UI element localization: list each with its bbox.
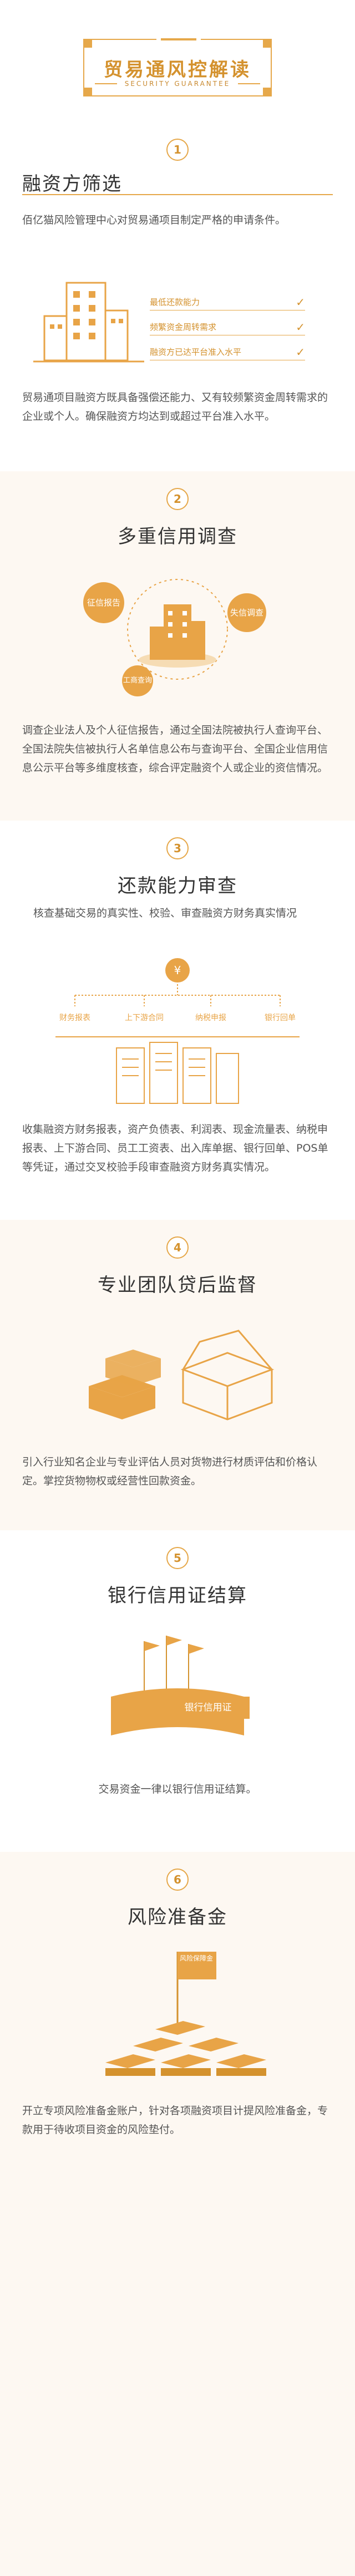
corner-decoration	[83, 39, 92, 48]
check-item: 频繁资金周转需求 ✓	[150, 319, 305, 335]
section-risk-reserve: 6 风险准备金 风险保障金 开立专项风险准备金账户，针对各项融资项目计提风险准备…	[0, 1852, 355, 2576]
section-title: 还款能力审查	[118, 875, 237, 897]
risk-reserve-flag-label: 风险保障金	[179, 1954, 213, 1962]
bank-lc-banner: 银行信用证	[166, 1697, 250, 1719]
divider	[238, 83, 261, 84]
svg-text:¥: ¥	[174, 964, 181, 977]
section-title: 银行信用证结算	[108, 1585, 247, 1607]
section-intro: 佰亿猫风险管理中心对贸易通项目制定严格的申请条件。	[22, 214, 286, 226]
section-intro: 核查基础交易的真实性、校验、审查融资方财务真实情况	[33, 907, 297, 919]
flow-label: 纳税申报	[195, 1014, 226, 1022]
checkmark-icon: ✓	[296, 345, 305, 359]
flow-label: 上下游合同	[125, 1014, 164, 1022]
document-stack-icon	[116, 1042, 239, 1104]
step-number: 5	[166, 1547, 189, 1569]
checkmark-icon: ✓	[296, 320, 305, 334]
section-body: 开立专项风险准备金账户，针对各项融资项目计提风险准备金，专款用于待收项目资金的风…	[22, 2105, 328, 2136]
section-title: 风险准备金	[128, 1906, 227, 1928]
section-body: 收集融资方财务报表，资产负债表、利润表、现金流量表、纳税申报表、上下游合同、员工…	[22, 1123, 328, 1173]
page-title: 贸易通风控解读	[104, 59, 251, 81]
divider	[94, 83, 117, 84]
corner-decoration	[263, 39, 272, 48]
section-title: 专业团队贷后监督	[98, 1274, 257, 1296]
check-item: 最低还款能力 ✓	[150, 294, 305, 310]
business-registry-bubble: 工商查询	[122, 665, 153, 696]
section-credit-check: 2 多重信用调查 征信报告 失信调查 工商查询 调查企业法人及个人征信报告，通过…	[0, 471, 355, 821]
section-post-loan-supervision: 4 专业团队贷后监督 引入行业知名企业与专业评估人员对货物进行材质评估和价格认定…	[0, 1220, 355, 1530]
step-number: 2	[166, 488, 189, 510]
subtitle-row: SECURITY GUARANTEE	[84, 80, 271, 88]
check-item: 融资方已达平台准入水平 ✓	[150, 344, 305, 360]
section-screening: 1 融资方筛选 佰亿猫风险管理中心对贸易通项目制定严格的申请条件。 最低还款能力	[0, 128, 355, 471]
page-subtitle: SECURITY GUARANTEE	[124, 80, 231, 88]
section-title-underline	[22, 194, 333, 195]
step-number: 4	[166, 1236, 189, 1259]
flow-label: 财务报表	[59, 1014, 90, 1022]
step-number: 6	[166, 1869, 189, 1891]
section-body: 调查企业法人及个人征信报告，通过全国法院被执行人查询平台、全国法院失信被执行人名…	[22, 724, 328, 774]
step-number: 3	[166, 837, 189, 859]
check-item-label: 频繁资金周转需求	[150, 322, 217, 332]
flow-label: 银行回单	[265, 1014, 296, 1022]
section-title: 融资方筛选	[22, 173, 122, 195]
section-body: 贸易通项目融资方既具备强偿还能力、又有较频繁资金周转需求的企业或个人。确保融资方…	[22, 391, 328, 422]
flags-on-cargo-illustration	[111, 1636, 244, 1735]
credit-network-illustration	[127, 579, 228, 680]
step-number: 1	[166, 139, 189, 161]
checkmark-icon: ✓	[296, 296, 305, 309]
corner-decoration	[263, 88, 272, 96]
title-frame: 贸易通风控解读 SECURITY GUARANTEE	[83, 35, 272, 96]
section-repayment-review: 3 还款能力审查 核查基础交易的真实性、校验、审查融资方财务真实情况 ¥ 财务报…	[0, 821, 355, 1220]
gold-bars-with-flag-illustration	[105, 1952, 266, 2076]
warehouse-boxes-illustration	[89, 1330, 275, 1421]
section-bank-letter-of-credit: 5 银行信用证结算 银行信用证 交易资金一律以银行信用证结算。	[0, 1530, 355, 1852]
page-header: 贸易通风控解读 SECURITY GUARANTEE	[0, 0, 355, 128]
corner-decoration	[83, 88, 92, 96]
title-top-bar	[156, 35, 201, 44]
credit-report-bubble: 征信报告	[83, 582, 124, 623]
office-building-icon	[33, 282, 144, 363]
section-body: 交易资金一律以银行信用证结算。	[98, 1783, 257, 1795]
verification-flow-diagram: ¥	[55, 958, 300, 1037]
section-body: 引入行业知名企业与专业评估人员对货物进行材质评估和价格认定。掌控货物物权或经营性…	[22, 1456, 318, 1487]
check-item-label: 最低还款能力	[150, 297, 200, 307]
check-item-label: 融资方已达平台准入水平	[150, 347, 242, 357]
dishonesty-check-bubble: 失信调查	[227, 593, 266, 632]
section-title: 多重信用调查	[118, 526, 237, 548]
